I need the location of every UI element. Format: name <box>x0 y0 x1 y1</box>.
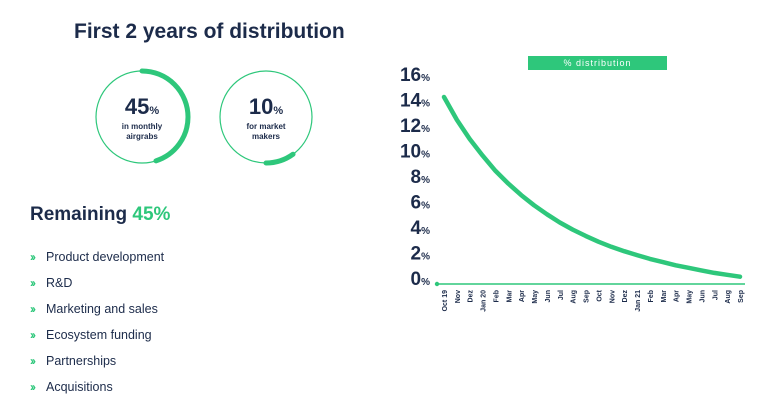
x-tick-label: Feb <box>648 290 655 302</box>
list-item: ›› Ecosystem funding <box>30 322 164 348</box>
list-item: ›› Partnerships <box>30 348 164 374</box>
x-tick-label: Nov <box>609 290 616 303</box>
x-tick-label: Dez <box>468 290 475 303</box>
stat-value: 10% <box>248 94 284 119</box>
x-tick-label: Jun <box>699 290 706 302</box>
x-tick-label: May <box>532 290 539 304</box>
y-tick-label: 14% <box>400 91 430 112</box>
list-item-label: Ecosystem funding <box>46 328 152 342</box>
y-tick-label: 12% <box>400 116 430 137</box>
uses-list: ›› Product development ›› R&D ›› Marketing … <box>30 244 164 400</box>
double-chevron-icon: ›› <box>30 276 36 290</box>
stat-caption: in monthly airgrabs <box>121 122 163 141</box>
list-item: ›› R&D <box>30 270 164 296</box>
x-tick-label: Apr <box>674 290 681 302</box>
list-item: ›› Product development <box>30 244 164 270</box>
double-chevron-icon: ›› <box>30 328 36 342</box>
x-tick-label: Jul <box>712 290 719 300</box>
x-tick-label: Apr <box>519 290 526 302</box>
ring-chart <box>93 68 191 166</box>
list-item-label: Acquisitions <box>46 380 113 394</box>
list-item-label: R&D <box>46 276 73 290</box>
y-tick-label: 16% <box>400 65 430 86</box>
stat-caption: for market makers <box>246 122 286 141</box>
x-tick-label: Mar <box>506 290 513 303</box>
stat-ring-airgrabs: 45% in monthly airgrabs <box>90 65 194 169</box>
double-chevron-icon: ›› <box>30 354 36 368</box>
ring-chart <box>217 68 315 166</box>
x-tick-label: Oct 19 <box>442 290 449 312</box>
ring-arc <box>217 68 315 166</box>
x-tick-label: May <box>687 290 694 304</box>
list-item: ›› Marketing and sales <box>30 296 164 322</box>
remaining-value: 45% <box>132 204 171 225</box>
chart-legend: % distribution <box>528 56 667 70</box>
x-axis-origin-dot <box>434 281 440 287</box>
x-tick-label: Feb <box>493 290 500 302</box>
double-chevron-icon: ›› <box>30 380 36 394</box>
x-tick-label: Jan 21 <box>635 290 642 312</box>
list-item-label: Marketing and sales <box>46 302 158 316</box>
list-item-label: Partnerships <box>46 354 117 368</box>
ring-arc <box>93 68 191 166</box>
x-tick-label: Nov <box>455 290 462 303</box>
double-chevron-icon: ›› <box>30 302 36 316</box>
x-tick-label: Oct <box>596 289 603 301</box>
list-item: ›› Acquisitions <box>30 374 164 400</box>
y-tick-label: 10% <box>400 142 430 163</box>
y-tick-label: 0% <box>411 269 431 290</box>
y-tick-label: 8% <box>411 167 431 188</box>
remaining-heading: Remaining 45% <box>30 204 170 226</box>
series-line <box>441 94 743 279</box>
x-tick-label: Sep <box>584 290 591 303</box>
stat-value: 45% <box>124 94 160 119</box>
page-title: First 2 years of distribution <box>74 20 345 43</box>
y-tick-label: 2% <box>411 244 431 265</box>
y-tick-label: 6% <box>411 193 431 214</box>
x-tick-label: Jun <box>545 290 552 302</box>
x-tick-label: Aug <box>571 290 578 304</box>
y-tick-label: 4% <box>411 218 431 239</box>
stat-ring-market-makers: 10% for market makers <box>214 65 318 169</box>
x-tick-label: Jan 20 <box>481 290 488 312</box>
double-chevron-icon: ›› <box>30 250 36 264</box>
x-tick-label: Sep <box>738 290 745 303</box>
x-tick-label: Jul <box>558 290 565 300</box>
remaining-label: Remaining <box>30 204 128 225</box>
x-tick-label: Dez <box>622 290 629 303</box>
x-tick-label: Aug <box>725 290 732 304</box>
list-item-label: Product development <box>46 250 165 264</box>
x-tick-label: Mar <box>661 290 668 303</box>
